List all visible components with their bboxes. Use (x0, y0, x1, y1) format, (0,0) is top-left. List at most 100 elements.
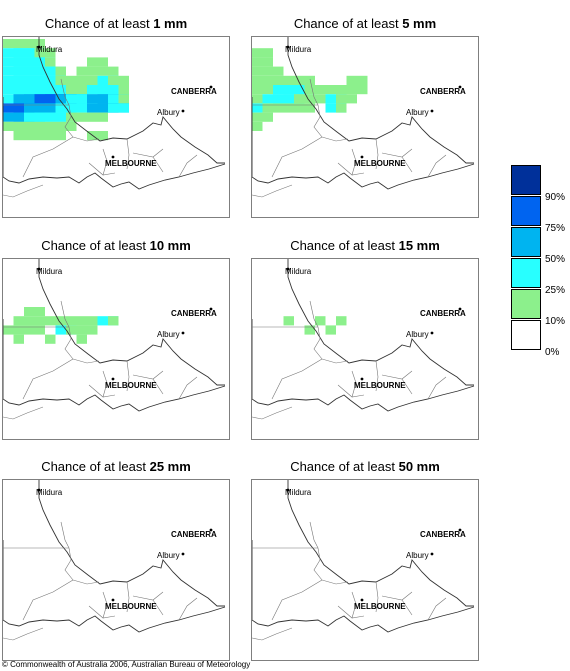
probability-cell (24, 39, 35, 49)
city-marker-melbourne (111, 377, 115, 381)
district-boundary (271, 358, 323, 400)
probability-cell (66, 316, 77, 326)
probability-cell (76, 112, 87, 122)
city-marker-melbourne (111, 155, 115, 159)
district-boundary (60, 300, 70, 328)
district-boundary (72, 136, 100, 142)
district-boundary (309, 521, 319, 549)
map-svg: Mildura CANBERRA Albury MELBOURNE (3, 259, 226, 420)
city-marker-canberra (458, 307, 462, 311)
probability-cell (45, 316, 56, 326)
city-marker-mildura (286, 488, 290, 492)
district-boundary (271, 136, 323, 178)
district-boundary (152, 599, 164, 616)
probability-cell (45, 57, 56, 67)
city-marker-melbourne (360, 377, 364, 381)
city-marker-albury (181, 109, 185, 113)
probability-cell (315, 316, 326, 326)
probability-cell (13, 131, 24, 141)
district-boundary (102, 591, 108, 619)
probability-cell (346, 85, 357, 95)
legend-swatch-75 (511, 196, 541, 226)
probability-cell (262, 75, 273, 85)
map-svg: Mildura CANBERRA Albury MELBOURNE (3, 37, 226, 198)
probability-cell (24, 121, 35, 131)
legend-label-10: 10% (545, 316, 566, 327)
map-50mm: Mildura CANBERRA Albury MELBOURNE (251, 479, 479, 661)
probability-cell (66, 325, 77, 335)
probability-cell (13, 325, 24, 335)
probability-cell (13, 39, 24, 49)
probability-cell (45, 334, 56, 344)
district-boundary (88, 162, 116, 176)
probability-cell (118, 94, 129, 104)
city-label-melbourne: MELBOURNE (354, 159, 406, 168)
copyright-footer: © Commonwealth of Australia 2006, Austra… (2, 660, 251, 669)
city-label-melbourne: MELBOURNE (354, 381, 406, 390)
probability-cell (346, 75, 357, 85)
panel-title: Chance of at least 50 mm (290, 459, 440, 474)
probability-cell (294, 94, 305, 104)
city-marker-melbourne (360, 155, 364, 159)
probability-cell (304, 75, 315, 85)
probability-cell (336, 316, 347, 326)
legend-label-50: 50% (545, 254, 566, 265)
city-marker-mildura (286, 45, 290, 49)
district-boundary (22, 579, 74, 621)
district-boundary (351, 591, 357, 619)
probability-cell (294, 103, 305, 113)
city-label-canberra: CANBERRA (420, 87, 466, 96)
city-marker-mildura (37, 45, 41, 49)
district-boundary (3, 406, 44, 420)
probability-cell (87, 75, 98, 85)
probability-cell (34, 316, 45, 326)
city-marker-canberra (458, 85, 462, 89)
probability-cell (3, 39, 14, 49)
probability-cell (315, 85, 326, 95)
probability-cell (357, 85, 368, 95)
district-boundary (337, 605, 365, 619)
district-boundary (271, 579, 323, 621)
legend-swatch-50 (511, 227, 541, 257)
probability-cell (336, 103, 347, 113)
district-boundary (252, 406, 293, 420)
district-boundary (60, 78, 70, 106)
probability-cell (262, 103, 273, 113)
city-label-mildura: Mildura (285, 45, 312, 54)
district-boundary (72, 358, 100, 364)
district-boundary (252, 104, 323, 138)
district-boundary (321, 358, 349, 364)
district-boundary (351, 370, 357, 398)
probability-cell (34, 121, 45, 131)
probability-cell (3, 121, 14, 131)
district-boundary (60, 521, 70, 549)
probability-cell (252, 85, 263, 95)
probability-cell (3, 325, 14, 335)
coastline (252, 97, 475, 190)
district-boundary (321, 579, 349, 585)
district-boundary (252, 326, 323, 360)
probability-cell (66, 75, 77, 85)
panel-title: Chance of at least 10 mm (41, 238, 191, 253)
district-boundary (3, 627, 44, 641)
district-boundary (3, 547, 74, 581)
probability-cell (262, 112, 273, 122)
district-boundary (401, 378, 413, 395)
map-svg: Mildura CANBERRA Albury MELBOURNE (3, 480, 226, 641)
district-boundary (252, 627, 293, 641)
probability-cell (325, 325, 336, 335)
city-label-mildura: Mildura (285, 267, 312, 276)
probability-cell (262, 66, 273, 76)
probability-cell (66, 112, 77, 122)
probability-cell (34, 131, 45, 141)
district-boundary (132, 591, 164, 601)
probability-cell (76, 325, 87, 335)
probability-cell (24, 316, 35, 326)
district-boundary (178, 154, 198, 178)
district-boundary (337, 384, 365, 398)
district-boundary (427, 597, 447, 621)
district-boundary (351, 148, 357, 176)
probability-cell (34, 39, 45, 49)
district-boundary (381, 148, 413, 158)
probability-cell (97, 66, 108, 76)
